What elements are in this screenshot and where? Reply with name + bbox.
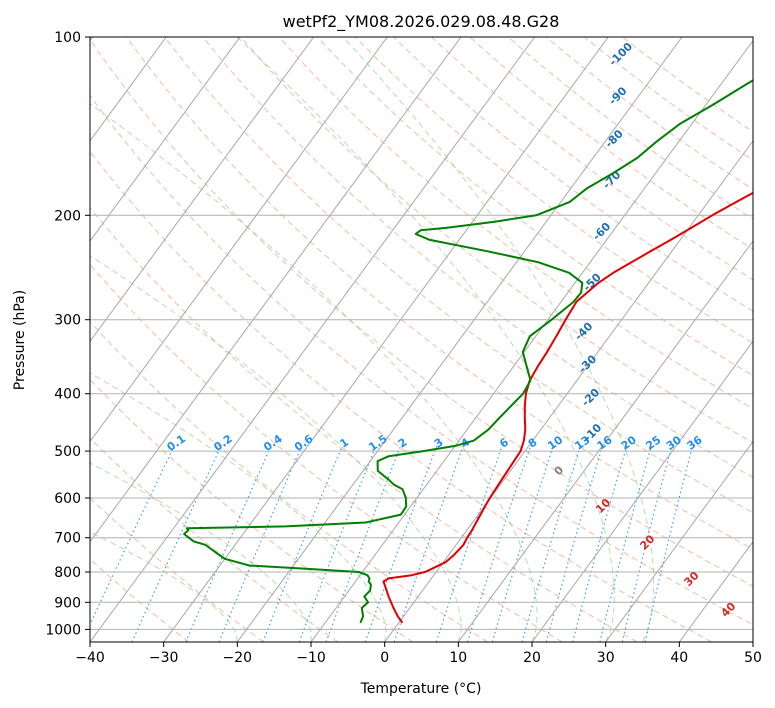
isotherm-line [310,39,753,642]
y-tick-label: 100 [54,30,81,46]
x-tick-label: −30 [149,650,179,666]
dry-adiabat-line [90,94,753,626]
moist-adiabat-line [90,255,462,642]
x-tick-label: −40 [75,650,105,666]
dry-adiabat-line [584,37,753,161]
dry-adiabat-line [90,320,488,642]
isotherm-line [163,37,609,642]
x-axis: −40 −30 −20 −10 0 10 20 30 40 50 [75,642,762,666]
isotherm-line [90,37,315,343]
dry-adiabat-line [126,37,753,550]
dewpoint-profile-line [183,79,753,624]
x-tick-label: 30 [597,650,615,666]
x-tick-label: −20 [223,650,253,666]
x-axis-label: Temperature (°C) [360,681,482,697]
dry-adiabat-line [164,37,753,514]
dry-adiabat-line [240,37,753,444]
moist-adiabat-line [236,37,615,642]
dry-adiabat-line [90,378,414,642]
dry-adiabat-line [393,37,753,312]
dry-adiabat-line [90,497,264,642]
isotherm-line [90,37,167,142]
mixing-ratio-line [364,445,438,642]
dry-adiabat-line [355,37,753,344]
x-tick-label: −10 [296,650,326,666]
mixing-ratio-line [262,445,343,642]
x-tick-label: 0 [380,650,389,666]
y-axis-label: Pressure (hPa) [12,290,28,390]
isotherm-line [531,340,753,642]
isotherm-line [236,37,683,642]
mixing-ratio-line [325,445,402,642]
plot-frame [89,36,754,643]
y-tick-label: 300 [54,313,81,329]
moist-adiabat-line [90,372,387,642]
mixing-ratio-line [466,445,532,642]
dry-adiabat-line [90,263,563,642]
y-tick-label: 200 [54,208,81,224]
dry-adiabat-line [431,37,753,281]
y-tick-label: 700 [54,531,81,547]
mixing-ratio-line [393,445,464,642]
x-tick-label: 50 [744,650,762,666]
y-tick-label: 600 [54,491,81,507]
mixing-ratio-line [491,445,554,642]
y-tick-label: 1000 [45,622,81,638]
isotherm-line [90,37,536,642]
y-tick-label: 900 [54,595,81,611]
dry-adiabat-line [90,150,712,642]
isotherm-line [90,37,241,242]
mixing-ratio-line [435,445,503,642]
dry-adiabat-line [90,207,638,642]
isotherm-line [457,240,753,642]
y-tick-label: 400 [54,387,81,403]
isotherm-line [605,440,753,642]
background-lines [90,37,753,642]
dry-adiabat-line [90,38,753,587]
moist-adiabat-line [342,37,655,642]
isotherm-line [384,139,753,642]
y-axis: 100 200 300 400 500 600 700 800 900 1000 [45,30,90,638]
x-tick-label: 10 [449,650,467,666]
isotherm-line [90,37,388,443]
mixing-ratio-line [90,445,175,626]
chart-title: wetPf2_YM08.2026.029.08.48.G28 [283,12,560,32]
x-tick-label: 20 [523,650,541,666]
moist-adiabat-line [90,103,538,642]
y-tick-label: 800 [54,565,81,581]
y-tick-label: 500 [54,444,81,460]
series-layer [183,79,753,624]
x-tick-label: 40 [670,650,688,666]
